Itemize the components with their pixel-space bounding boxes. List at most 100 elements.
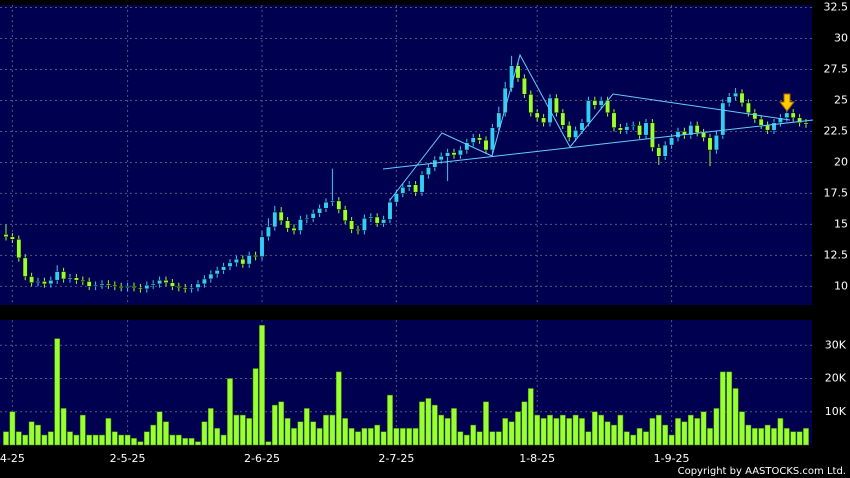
volume-bar [9, 411, 16, 446]
candle-body [137, 287, 143, 290]
x-tick-label: 1-9-25 [654, 452, 690, 465]
volume-bar [92, 434, 99, 446]
candle-body [182, 287, 188, 290]
volume-bar [572, 414, 579, 446]
price-panel [0, 5, 812, 305]
volume-bar [182, 438, 189, 446]
volume-bar [534, 414, 541, 446]
volume-bar [239, 414, 246, 446]
candle-body [707, 137, 713, 151]
candle-body [317, 208, 323, 214]
volume-bar [668, 434, 675, 446]
candle-body [125, 286, 131, 288]
volume-bar [220, 434, 227, 446]
candle-body [688, 124, 694, 136]
candle-body [534, 112, 540, 119]
trend-lines [382, 53, 814, 201]
volume-bar [323, 414, 329, 446]
volume-bar [502, 418, 509, 446]
candle-body [112, 284, 118, 287]
candle-body [419, 174, 425, 193]
volume-bar [15, 431, 22, 446]
volume-bar [681, 421, 688, 446]
candle-body [457, 149, 463, 156]
volume-bar [131, 438, 137, 446]
volume-bar [495, 431, 502, 446]
volume-bar [412, 428, 419, 446]
candle-body [35, 281, 41, 283]
volume-bar [99, 434, 105, 446]
volume-bar [329, 414, 336, 446]
y-tick-label: 17.5 [824, 186, 849, 199]
volume-bar [111, 431, 118, 446]
volume-bar [579, 418, 585, 446]
volume-bar [342, 418, 349, 446]
candle-body [22, 257, 28, 277]
volume-bar [169, 434, 176, 446]
volume-bar [444, 418, 451, 446]
volume-bar [207, 408, 214, 446]
candle-body [617, 127, 623, 131]
candle-body [489, 127, 495, 151]
trend-line [389, 53, 791, 201]
candle-body [278, 211, 284, 221]
candle-body [713, 134, 719, 151]
volume-bar [591, 411, 598, 446]
candle-body [189, 287, 195, 290]
volume-bar [201, 421, 208, 446]
volume-bar [700, 411, 707, 446]
candle-body [48, 279, 54, 285]
volume-bar [726, 371, 733, 446]
candle-body [86, 281, 92, 287]
volume-bar [463, 434, 470, 446]
marks [3, 55, 809, 446]
volume-bar [175, 434, 182, 446]
candle-body [246, 255, 252, 265]
y-tick-label: 27.5 [824, 62, 849, 75]
candle-body [233, 258, 239, 264]
y-tick-label: 20K [825, 372, 847, 385]
candle-body [291, 227, 297, 231]
volume-bar [310, 421, 317, 446]
volume-bar [265, 441, 272, 446]
volume-bar [335, 371, 342, 446]
y-tick-label: 32.5 [824, 0, 849, 13]
candle-body [681, 131, 687, 136]
volume-bar [687, 414, 694, 446]
volume-bar [643, 431, 649, 446]
candle-body [445, 152, 451, 157]
volume-bar [457, 431, 464, 446]
candle-body [387, 201, 393, 220]
candle-body [662, 144, 668, 157]
volume-bar [540, 418, 547, 446]
candle-body [579, 122, 585, 131]
volume-bar [431, 404, 438, 446]
volume-bar [476, 431, 483, 446]
candle-body [16, 239, 22, 259]
volume-bar [521, 401, 528, 446]
candle-body [361, 217, 367, 231]
volume-bar [438, 414, 445, 446]
candle-body [643, 122, 649, 136]
signal-arrow [778, 93, 796, 112]
candle-body [240, 258, 246, 265]
y-tick-label: 25 [834, 93, 848, 106]
candle-body [733, 92, 739, 97]
volume-bar [163, 421, 169, 446]
volume-bar [406, 428, 413, 446]
candle-body [80, 279, 86, 282]
volume-bar [559, 414, 566, 446]
volume-bar [233, 414, 240, 446]
volume-bar [73, 434, 80, 446]
volume-bar [713, 408, 720, 446]
candle-body [553, 97, 559, 114]
candle-body [272, 211, 278, 228]
candle-body [336, 200, 342, 210]
volume-bar [124, 434, 131, 446]
candle-body [163, 279, 169, 283]
volume-bar [553, 418, 560, 446]
candle-body [285, 220, 291, 229]
volume-bar [380, 431, 387, 446]
volume-bar [527, 388, 534, 446]
